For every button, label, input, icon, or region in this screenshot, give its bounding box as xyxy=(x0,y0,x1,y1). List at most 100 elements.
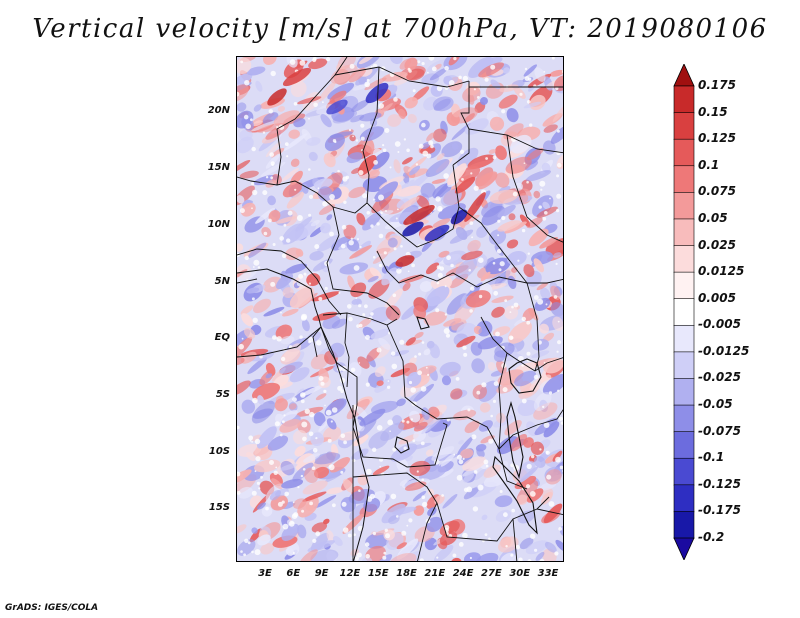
colorbar-segment xyxy=(673,165,695,194)
field-patch xyxy=(543,421,560,438)
field-patch xyxy=(457,435,474,456)
field-patch xyxy=(451,142,459,150)
field-patch xyxy=(517,399,538,417)
field-speckle xyxy=(437,205,443,212)
field-speckle xyxy=(268,109,273,114)
field-speckle xyxy=(378,103,384,109)
colorbar-segment xyxy=(673,218,695,247)
field-speckle xyxy=(338,291,341,294)
field-patch xyxy=(450,388,463,400)
field-patch xyxy=(541,491,553,505)
field-patch xyxy=(489,189,519,204)
field-patch xyxy=(506,239,519,249)
field-patch xyxy=(270,147,285,158)
colorbar-tick-label: 0.075 xyxy=(698,184,736,199)
lat-tick-label: 10S xyxy=(208,446,230,457)
field-patch xyxy=(438,468,454,478)
field-patch xyxy=(477,336,503,350)
field-speckle xyxy=(462,75,468,81)
field-speckle xyxy=(452,553,457,558)
field-speckle xyxy=(425,366,428,369)
field-speckle xyxy=(505,545,508,548)
field-speckle xyxy=(250,118,253,122)
field-patch xyxy=(365,532,390,549)
field-speckle xyxy=(356,324,360,328)
field-speckle xyxy=(557,320,560,323)
field-patch xyxy=(414,331,424,339)
field-speckle xyxy=(372,447,377,452)
field-patch xyxy=(240,351,257,364)
field-patch xyxy=(263,57,277,65)
field-speckle xyxy=(317,187,320,190)
field-speckle xyxy=(407,67,411,71)
field-patch xyxy=(340,496,356,513)
field-patch xyxy=(290,158,300,167)
field-patch xyxy=(285,263,308,274)
lon-tick-label: 30E xyxy=(509,568,531,579)
field-patch xyxy=(387,237,398,248)
field-patch xyxy=(257,123,286,133)
colorbar-tick-label: 0.025 xyxy=(698,237,736,252)
field-speckle xyxy=(362,313,366,317)
field-patch xyxy=(326,487,344,495)
field-speckle xyxy=(410,387,416,393)
field-patch xyxy=(318,204,336,216)
field-patch xyxy=(420,182,436,198)
field-speckle xyxy=(358,489,361,493)
field-patch xyxy=(522,307,536,322)
field-speckle xyxy=(292,397,297,402)
field-patch xyxy=(399,196,420,210)
field-speckle xyxy=(380,211,383,215)
field-speckle xyxy=(237,471,241,477)
lon-tick-label: 3E xyxy=(258,568,272,579)
field-speckle xyxy=(526,100,531,104)
field-speckle xyxy=(557,340,562,345)
field-speckle xyxy=(276,126,279,129)
field-patch xyxy=(281,478,304,489)
field-patch xyxy=(528,228,549,247)
field-speckle xyxy=(411,263,415,268)
field-patch xyxy=(475,552,499,561)
field-speckle xyxy=(238,343,244,350)
field-speckle xyxy=(270,281,276,287)
field-patch xyxy=(267,435,289,451)
field-patch xyxy=(356,212,366,226)
field-speckle xyxy=(358,170,364,176)
field-speckle xyxy=(453,453,456,456)
field-speckle xyxy=(403,138,407,141)
field-speckle xyxy=(284,142,289,146)
field-speckle xyxy=(272,243,276,246)
field-patch xyxy=(542,373,563,395)
field-speckle xyxy=(544,211,548,215)
field-speckle xyxy=(318,297,323,301)
field-speckle xyxy=(384,128,390,133)
field-patch xyxy=(237,73,253,85)
field-speckle xyxy=(265,176,269,179)
field-patch xyxy=(359,408,386,426)
field-speckle xyxy=(476,96,480,99)
field-patch xyxy=(423,311,447,326)
field-speckle xyxy=(485,464,489,468)
field-speckle xyxy=(376,222,380,226)
field-speckle xyxy=(448,534,453,538)
field-patch xyxy=(357,418,377,439)
field-speckle xyxy=(385,533,390,539)
field-speckle xyxy=(406,524,409,527)
field-patch xyxy=(535,551,545,561)
field-patch xyxy=(550,125,563,144)
field-speckle xyxy=(511,305,514,309)
field-speckle xyxy=(349,63,355,69)
field-patch xyxy=(516,494,528,506)
field-patch xyxy=(279,463,298,471)
field-speckle xyxy=(542,216,547,221)
field-speckle xyxy=(513,302,519,308)
field-speckle xyxy=(443,173,449,179)
field-patch xyxy=(265,373,273,379)
field-patch xyxy=(280,335,295,345)
field-patch xyxy=(544,541,557,553)
field-speckle xyxy=(471,236,473,239)
field-speckle xyxy=(478,257,484,263)
field-patch xyxy=(247,242,267,259)
field-patch xyxy=(443,250,467,266)
lat-tick-label: 5S xyxy=(215,389,230,400)
